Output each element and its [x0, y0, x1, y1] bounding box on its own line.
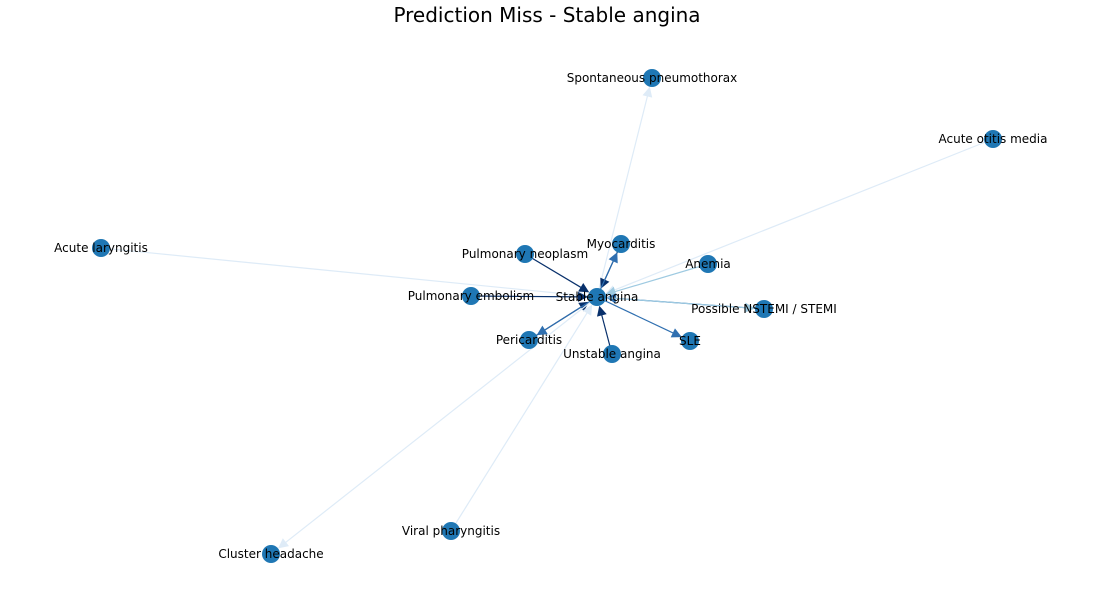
edge-stable-to-pneumo [596, 92, 649, 298]
node-label-embolism: Pulmonary embolism [408, 289, 534, 303]
node-laryngitis [92, 239, 110, 257]
edge-stable-to-pericarditis [541, 296, 598, 333]
node-unstable [603, 345, 621, 363]
node-otitis [984, 130, 1002, 148]
edge-pharyngitis-to-stable [450, 309, 590, 532]
node-sle [681, 332, 699, 350]
arrowhead-anemia-to-stable [605, 286, 617, 297]
node-label-neoplasm: Pulmonary neoplasm [462, 247, 588, 261]
node-label-pharyngitis: Viral pharyngitis [402, 524, 500, 538]
nodes-layer [92, 69, 1002, 563]
node-pharyngitis [442, 522, 460, 540]
node-label-unstable: Unstable angina [563, 347, 661, 361]
edge-otitis-to-stable [610, 138, 994, 292]
edges-layer [100, 86, 994, 549]
node-label-myocarditis: Myocarditis [587, 237, 656, 251]
arrowhead-stable-to-myocarditis [608, 252, 618, 264]
node-label-anemia: Anemia [685, 257, 731, 271]
node-myocarditis [612, 235, 630, 253]
arrowhead-stable-to-nstemi [744, 302, 756, 313]
edge-embolism-to-stable [470, 295, 583, 298]
edge-anemia-to-stable [611, 263, 709, 294]
node-label-nstemi: Possible NSTEMI / STEMI [691, 302, 837, 316]
node-label-pneumo: Spontaneous pneumothorax [567, 71, 738, 85]
edge-stable-to-sle [596, 296, 677, 336]
arrowhead-stable-to-sle [670, 328, 682, 338]
node-stable [588, 288, 606, 306]
edge-stable-to-nstemi [596, 296, 750, 309]
node-nstemi [755, 300, 773, 318]
arrowhead-neoplasm-to-stable [578, 282, 590, 293]
node-label-sle: SLE [679, 334, 701, 348]
arrowhead-stable-to-cluster [278, 538, 290, 549]
arrowhead-stable-to-pericarditis [536, 325, 548, 336]
node-label-otitis: Acute otitis media [939, 132, 1048, 146]
edge-neoplasm-to-stable [524, 253, 585, 290]
node-cluster [262, 545, 280, 563]
node-anemia [699, 255, 717, 273]
node-label-cluster: Cluster headache [218, 547, 323, 561]
arrowhead-embolism-to-stable [577, 291, 589, 302]
edge-stable-to-cluster [282, 296, 598, 546]
labels-layer: Stable angina Spontaneous pneumothorax Acu… [54, 71, 1047, 561]
arrowhead-stable-to-pneumo [642, 86, 653, 98]
arrowhead-unstable-to-stable [597, 305, 607, 317]
graph-title: Prediction Miss - Stable angina [393, 3, 700, 27]
node-embolism [462, 287, 480, 305]
node-neoplasm [516, 245, 534, 263]
node-label-stable: Stable angina [556, 290, 639, 304]
edge-laryngitis-to-stable [100, 247, 583, 297]
node-pericarditis [520, 331, 538, 349]
node-label-pericarditis: Pericarditis [496, 333, 562, 347]
node-pneumo [643, 69, 661, 87]
node-label-laryngitis: Acute laryngitis [54, 241, 148, 255]
arrowhead-pharyngitis-to-stable [582, 304, 593, 316]
